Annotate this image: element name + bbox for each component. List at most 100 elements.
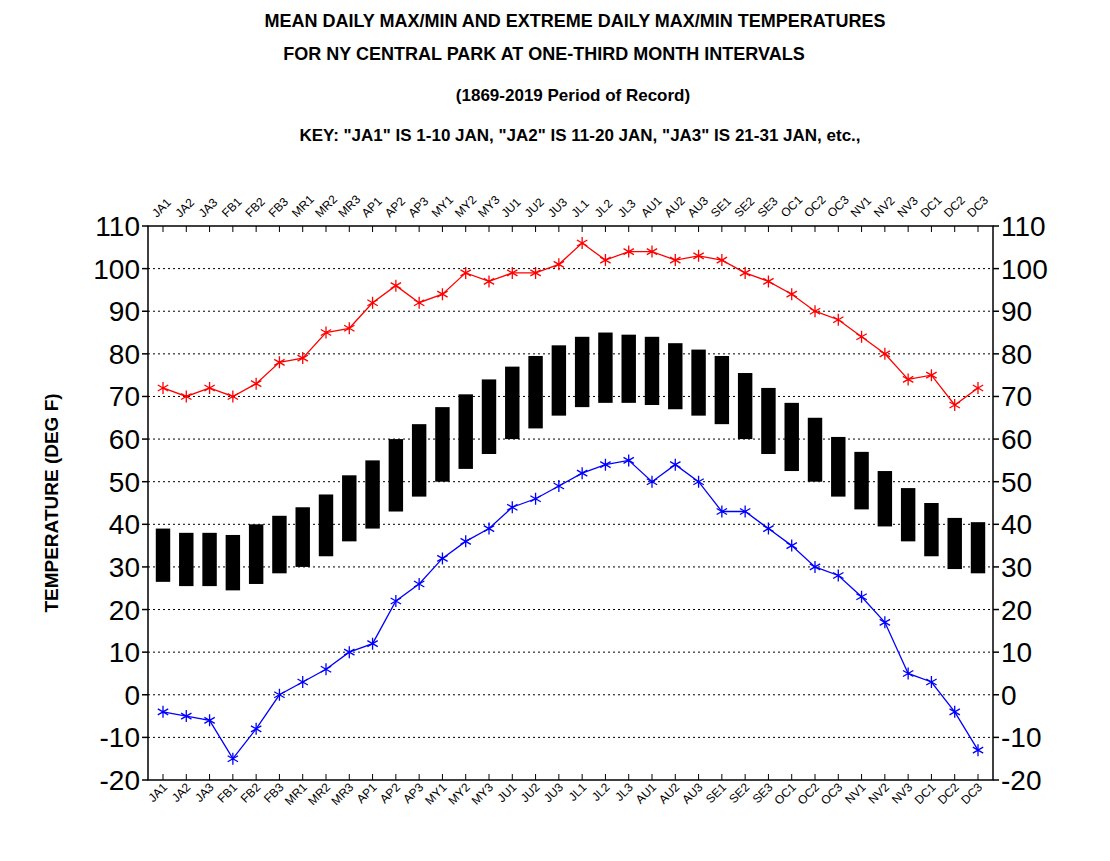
marker [647,246,657,258]
marker [321,327,331,339]
x-tick [721,774,722,780]
x-tick-top [652,226,653,232]
x-tick-label-top: JL2 [592,196,616,220]
y-axis-label: TEMPERATURE (DEG F) [41,393,62,612]
x-tick [395,774,396,780]
y2-tick-label: 50 [1001,467,1032,498]
x-tick-top [954,226,955,232]
x-tick-label: JU2 [518,780,543,805]
marker [298,676,308,688]
x-tick [582,774,583,780]
x-tick-label: MY1 [422,780,450,808]
marker [181,390,191,402]
marker [274,689,284,701]
x-tick-label-top: NV3 [894,193,921,220]
x-tick [465,774,466,780]
x-tick-top [605,226,606,232]
plot-area [156,237,985,765]
x-tick-label: AU2 [656,780,683,807]
x-tick-label: AU1 [633,780,660,807]
y-tick [142,438,148,440]
range-bar [365,460,379,528]
y2-tick [993,609,999,611]
marker [158,382,168,394]
y-tick-label: 50 [109,467,140,498]
x-tick [326,774,327,780]
grid-line [148,353,993,354]
x-tick-top [721,226,722,232]
x-tick-label-top: AP1 [359,194,385,220]
y2-tick-label: 100 [1001,254,1048,285]
x-tick-top [978,226,979,232]
x-tick-label-top: AU1 [638,193,665,220]
x-tick-label-top: JA3 [196,195,221,220]
x-tick-label-top: DC1 [918,193,945,220]
x-tick-label: JA2 [169,780,194,805]
x-tick [861,774,862,780]
marker [624,246,634,258]
x-tick-label: AP3 [400,780,426,806]
marker [693,476,703,488]
range-bar [389,439,403,511]
marker [763,523,773,535]
x-tick-label: MY2 [445,780,473,808]
x-tick-top [489,226,490,232]
y-tick [142,225,148,227]
x-tick-label-top: NV1 [848,193,875,220]
marker [833,314,843,326]
y2-tick [993,268,999,270]
y2-tick [993,779,999,781]
range-bar [645,337,659,405]
x-tick [768,774,769,780]
x-tick-label-top: FB1 [219,194,245,220]
x-tick-top [884,226,885,232]
x-tick-top [675,226,676,232]
marker [437,552,447,564]
x-tick-label-top: JU1 [499,195,524,220]
range-bar [854,452,868,510]
range-bar [947,518,961,569]
marker [903,373,913,385]
x-tick-label-top: JU3 [545,195,570,220]
marker [414,297,424,309]
x-tick-label: JL1 [566,780,590,804]
range-bar [249,524,263,584]
marker [228,753,238,765]
marker [740,506,750,518]
x-tick-label-top: OC3 [825,193,853,221]
x-tick-label: JL3 [612,780,636,804]
range-bar [668,343,682,409]
annotation: KEY: "JA1" IS 1-10 JAN, "JA2" IS 11-20 J… [299,126,860,145]
x-tick [209,774,210,780]
x-tick-label-top: SE1 [708,194,734,220]
x-tick [186,774,187,780]
marker [507,501,517,513]
x-tick-top [768,226,769,232]
x-tick [908,774,909,780]
y-tick-label: 80 [109,339,140,370]
y2-tick [993,353,999,355]
x-tick-label-top: MR2 [312,192,340,220]
y2-tick [993,396,999,398]
x-tick-top [838,226,839,232]
y2-tick [993,566,999,568]
y-tick [142,310,148,312]
x-tick [931,774,932,780]
x-tick-label-top: SE3 [755,194,781,220]
x-tick-top [628,226,629,232]
marker [810,561,820,573]
x-tick-label: AP1 [354,780,380,806]
y2-tick [993,737,999,739]
marker [204,714,214,726]
x-tick [884,774,885,780]
y-tick [142,609,148,611]
x-tick-top [372,226,373,232]
y2-tick-label: 30 [1001,552,1032,583]
marker [507,267,517,279]
subtitle: (1869-2019 Period of Record) [456,86,690,105]
y-tick [142,779,148,781]
x-tick-label: SE1 [703,780,729,806]
x-tick-label: DC1 [912,780,939,807]
x-tick [791,774,792,780]
range-bar [901,488,915,541]
